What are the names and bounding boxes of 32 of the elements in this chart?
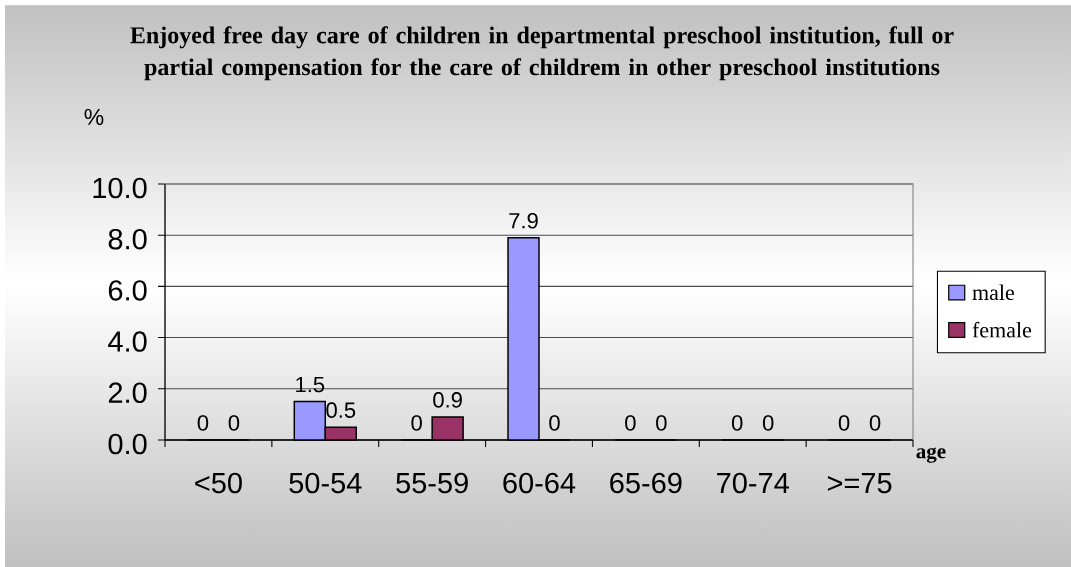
x-tick-label: 65-69 (610, 472, 682, 494)
data-label: 1.5 (296, 376, 325, 393)
chart-title: Enjoyed free day care of children in departmental preschool institution, full or partial compensation for the care of childrem in other preschool institutions (130, 26, 954, 81)
x-tick-label: 60-64 (503, 472, 576, 494)
data-label: 0 (869, 415, 881, 431)
x-tick-label: 70-74 (717, 472, 789, 494)
y-axis-title: % (84, 108, 104, 125)
data-label: 0 (411, 415, 422, 431)
x-axis-title: age (916, 447, 946, 463)
x-tick-label: <50 (195, 472, 242, 494)
y-tick-label: 6.0 (108, 280, 147, 301)
data-label: 0 (656, 415, 667, 431)
data-label: 0 (838, 415, 850, 431)
legend-label: female (972, 321, 1032, 338)
data-label: 0.5 (326, 402, 356, 418)
y-tick-label: 8.0 (108, 228, 147, 250)
y-tick-label: 0.0 (108, 433, 147, 455)
y-tick-label: 10.0 (93, 177, 147, 199)
x-tick-label: >=75 (827, 473, 892, 494)
y-tick-label: 4.0 (108, 331, 147, 352)
data-label: 0 (625, 415, 636, 431)
data-label: 0.9 (433, 392, 462, 408)
x-tick-label: 55-59 (396, 472, 468, 494)
legend-label: male (972, 284, 1014, 301)
data-label: 0 (762, 415, 774, 431)
data-label: 0 (228, 415, 240, 431)
x-tick-label: 50-54 (289, 472, 362, 494)
data-label: 0 (731, 415, 743, 431)
data-label: 7.9 (509, 212, 538, 229)
data-label: 0 (549, 415, 560, 431)
y-tick-label: 2.0 (108, 382, 147, 404)
data-label: 0 (197, 415, 209, 431)
